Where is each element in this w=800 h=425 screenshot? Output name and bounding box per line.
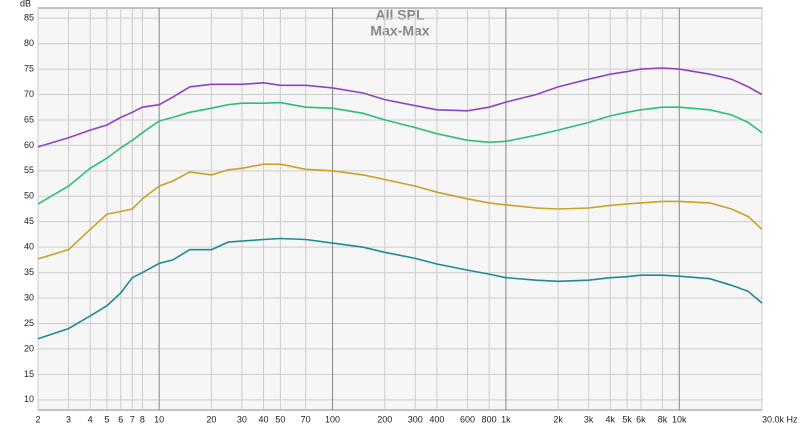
x-tick-label: 400 [429, 414, 444, 424]
x-tick-label: 2 [35, 414, 40, 424]
x-tick-label: 3k [584, 414, 594, 424]
chart-title: All SPL [375, 7, 424, 23]
x-tick-label: 5k [622, 414, 632, 424]
x-tick-label: 30.0k Hz [762, 414, 798, 424]
x-tick-label: 5 [104, 414, 109, 424]
x-tick-label: 20 [206, 414, 216, 424]
x-tick-label: 100 [325, 414, 340, 424]
y-tick-label: 60 [24, 140, 34, 150]
y-tick-label: 85 [24, 13, 34, 23]
x-tick-label: 6k [636, 414, 646, 424]
series-line [37, 67, 763, 148]
y-axis-label: dB [20, 0, 31, 8]
y-tick-label: 50 [24, 191, 34, 201]
y-tick-label: 35 [24, 267, 34, 277]
y-tick-label: 45 [24, 216, 34, 226]
chart-subtitle: Max-Max [370, 23, 429, 39]
x-tick-label: 70 [301, 414, 311, 424]
y-tick-label: 65 [24, 114, 34, 124]
x-tick-label: 8 [140, 414, 145, 424]
y-tick-label: 15 [24, 369, 34, 379]
x-tick-label: 1k [501, 414, 511, 424]
x-tick-label: 10k [672, 414, 687, 424]
plot-area [37, 7, 763, 411]
x-tick-label: 40 [259, 414, 269, 424]
y-tick-label: 20 [24, 343, 34, 353]
x-tick-label: 3 [66, 414, 71, 424]
y-tick-label: 55 [24, 165, 34, 175]
y-tick-label: 40 [24, 242, 34, 252]
x-tick-label: 2k [553, 414, 563, 424]
x-tick-label: 7 [130, 414, 135, 424]
series-line [37, 101, 763, 205]
y-tick-label: 75 [24, 63, 34, 73]
x-tick-label: 600 [460, 414, 475, 424]
x-tick-label: 30 [237, 414, 247, 424]
series-line [37, 237, 763, 340]
series-line [37, 163, 763, 260]
x-tick-label: 800 [482, 414, 497, 424]
x-tick-label: 8k [658, 414, 668, 424]
x-tick-label: 4 [88, 414, 93, 424]
y-tick-label: 80 [24, 38, 34, 48]
y-tick-label: 25 [24, 318, 34, 328]
y-tick-label: 70 [24, 89, 34, 99]
y-tick-label: 30 [24, 292, 34, 302]
x-tick-label: 6 [118, 414, 123, 424]
y-tick-label: 10 [24, 394, 34, 404]
x-tick-label: 300 [408, 414, 423, 424]
x-tick-label: 200 [377, 414, 392, 424]
x-tick-label: 4k [606, 414, 616, 424]
x-tick-label: 50 [275, 414, 285, 424]
x-tick-label: 10 [154, 414, 164, 424]
